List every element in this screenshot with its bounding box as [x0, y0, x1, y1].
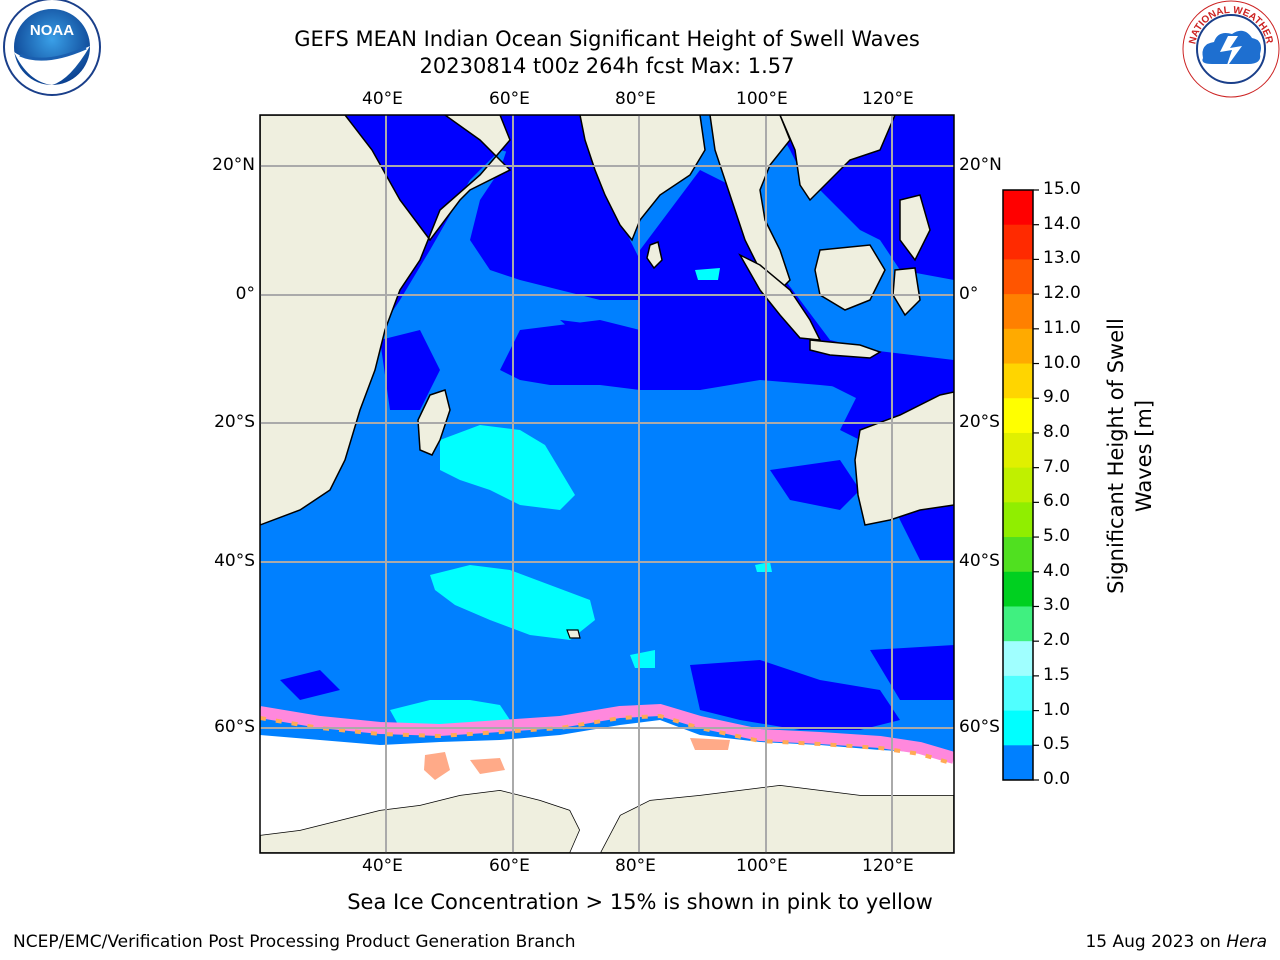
colorbar-band	[1003, 641, 1033, 677]
colorbar-band	[1003, 675, 1033, 712]
credit-right: 15 Aug 2023 on Hera	[1085, 932, 1267, 952]
nws-logo: NATIONAL WEATHER SERVICE	[0, 0, 1280, 98]
lon-tick-bottom-100e: 100°E	[736, 856, 788, 876]
colorbar-tick-label: 14.0	[1043, 213, 1081, 234]
colorbar-tick-label: 12.0	[1043, 283, 1081, 304]
nws-logo-text: NATIONAL WEATHER SERVICE	[0, 0, 1275, 47]
colorbar-band	[1003, 745, 1033, 781]
lon-tick-top-100e: 100°E	[736, 89, 788, 109]
lat-tick-right-40s: 40°S	[959, 551, 1000, 571]
lat-tick-left-60s: 60°S	[214, 717, 255, 737]
lat-tick-right-0: 0°	[959, 284, 979, 304]
colorbar-tick-label: 15.0	[1043, 179, 1081, 199]
lon-tick-top-80e: 80°E	[615, 89, 656, 109]
lat-tick-right-20s: 20°S	[959, 412, 1000, 432]
map-area	[260, 115, 954, 853]
colorbar	[1002, 189, 1039, 781]
colorbar-tick-label: 9.0	[1043, 387, 1071, 408]
lat-tick-right-60s: 60°S	[959, 717, 1000, 737]
credit-date: 15 Aug 2023 on	[1085, 932, 1227, 952]
colorbar-band	[1003, 190, 1033, 226]
colorbar-tick-label: 1.0	[1043, 699, 1071, 720]
colorbar-band	[1003, 398, 1033, 434]
colorbar-tick-label: 2.0	[1043, 630, 1071, 651]
noaa-logo: NOAA	[3, 0, 101, 96]
map-frame	[259, 114, 955, 854]
sea-ice-note: Sea Ice Concentration > 15% is shown in …	[347, 890, 933, 914]
lon-tick-top-40e: 40°E	[362, 89, 403, 109]
lon-tick-bottom-40e: 40°E	[362, 856, 403, 876]
lat-tick-left-20s: 20°S	[214, 412, 255, 432]
colorbar-band	[1003, 432, 1033, 469]
lon-tick-top-120e: 120°E	[862, 89, 914, 109]
colorbar-tick-label: 13.0	[1043, 248, 1081, 269]
colorbar-tick-label: 5.0	[1043, 526, 1071, 547]
lon-tick-bottom-120e: 120°E	[862, 856, 914, 876]
credit-host: Hera	[1226, 932, 1267, 952]
colorbar-tick-label: 11.0	[1043, 317, 1081, 338]
colorbar-band	[1003, 294, 1033, 330]
colorbar-tick-label: 1.5	[1043, 664, 1071, 685]
colorbar-band	[1003, 571, 1033, 607]
credit-left: NCEP/EMC/Verification Post Processing Pr…	[13, 932, 576, 952]
kerguelen-island	[566, 629, 581, 639]
lat-tick-left-20n: 20°N	[212, 155, 255, 175]
colorbar-band	[1003, 710, 1033, 746]
colorbar-band	[1003, 502, 1033, 538]
colorbar-tick-label: 8.0	[1043, 421, 1071, 442]
colorbar-band	[1003, 363, 1033, 399]
lon-tick-bottom-60e: 60°E	[489, 856, 530, 876]
noaa-logo-text: NOAA	[30, 22, 74, 39]
colorbar-label: Significant Height of Swell Waves [m]	[1104, 318, 1156, 594]
colorbar-tick-label: 7.0	[1043, 456, 1071, 477]
lon-tick-bottom-80e: 80°E	[615, 856, 656, 876]
lon-tick-top-60e: 60°E	[489, 89, 530, 109]
lat-tick-right-20n: 20°N	[959, 155, 1002, 175]
map-subtitle: 20230814 t00z 264h fcst Max: 1.57	[419, 54, 795, 78]
map-title: GEFS MEAN Indian Ocean Significant Heigh…	[294, 27, 920, 51]
colorbar-band	[1003, 259, 1033, 295]
colorbar-band	[1003, 606, 1033, 642]
lat-tick-left-0: 0°	[235, 284, 255, 304]
lat-tick-left-40s: 40°S	[214, 551, 255, 571]
colorbar-tick-label: 10.0	[1043, 352, 1081, 373]
colorbar-band	[1003, 467, 1033, 503]
colorbar-tick-label: 3.0	[1043, 595, 1071, 616]
colorbar-tick-label: 0.5	[1043, 734, 1071, 755]
colorbar-band	[1003, 224, 1033, 260]
colorbar-tick-label: 4.0	[1043, 560, 1071, 581]
colorbar-tick-label: 0.0	[1043, 769, 1071, 789]
colorbar-band	[1003, 328, 1033, 365]
colorbar-band	[1003, 537, 1033, 573]
colorbar-frame	[1002, 189, 1034, 781]
colorbar-tick-label: 6.0	[1043, 491, 1071, 512]
map-gridlines	[260, 115, 954, 853]
